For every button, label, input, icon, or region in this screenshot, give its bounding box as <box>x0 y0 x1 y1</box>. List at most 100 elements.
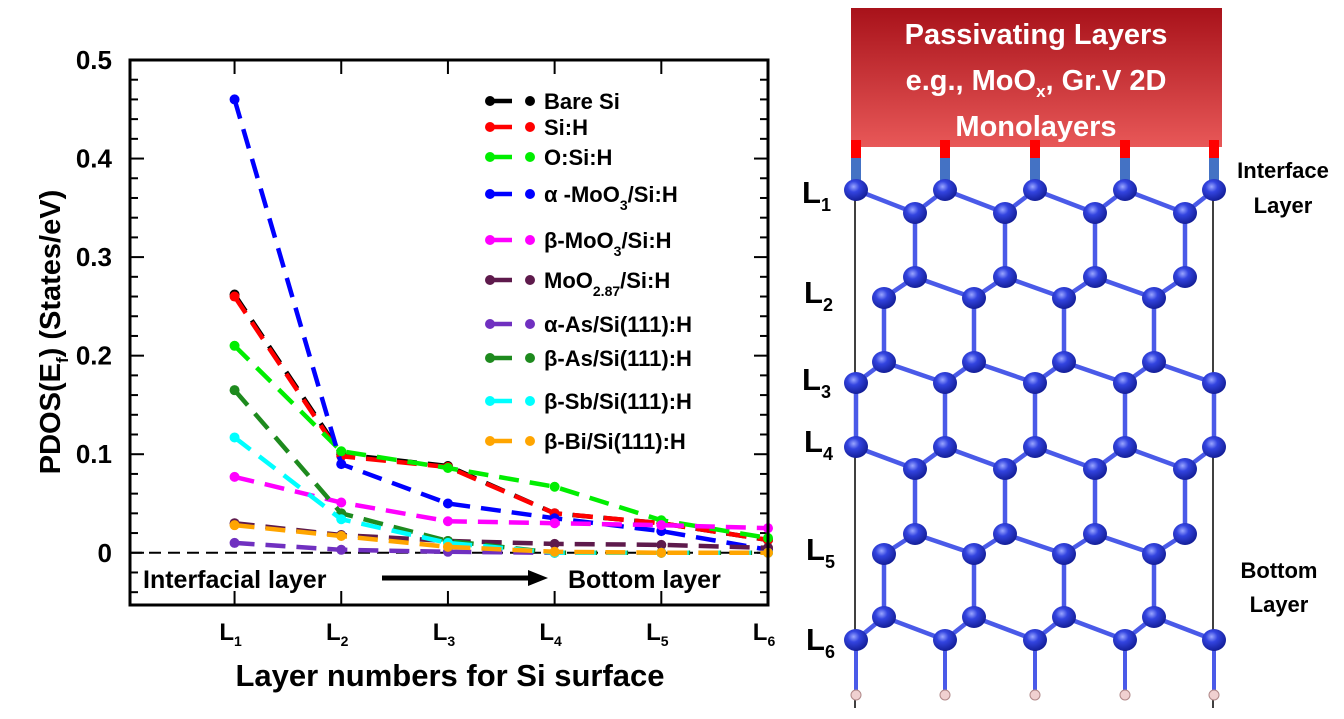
si-atom <box>1083 523 1107 545</box>
series-line <box>232 98 769 553</box>
y-tick-label: 0 <box>98 538 112 568</box>
layer-label: L5 <box>806 532 835 572</box>
passivating-banner <box>851 8 1222 147</box>
data-point <box>549 538 560 549</box>
legend-marker <box>485 96 495 106</box>
hydrogen-atom <box>939 689 951 701</box>
legend-marker <box>485 152 495 162</box>
si-atom <box>1052 543 1076 565</box>
y-tick-label: 0.4 <box>76 144 113 174</box>
legend-label: α-As/Si(111):H <box>544 312 692 337</box>
x-tick-label: L3 <box>433 619 456 649</box>
si-atom <box>1083 458 1107 480</box>
si-atom <box>1052 351 1076 373</box>
si-atom <box>1023 629 1047 651</box>
data-point <box>442 516 453 527</box>
legend-marker <box>485 275 495 285</box>
si-atom <box>962 543 986 565</box>
series-9 <box>229 520 773 558</box>
legend-label: β-As/Si(111):H <box>544 346 692 371</box>
x-tick-label: L2 <box>326 619 349 649</box>
x-tick-label: L4 <box>539 619 562 649</box>
legend-item: O:Si:H <box>485 145 612 170</box>
si-atom <box>1202 179 1226 201</box>
data-point <box>549 546 560 557</box>
silicon-lattice <box>844 140 1226 708</box>
data-point <box>336 459 347 470</box>
legend-marker <box>525 235 535 245</box>
si-atom <box>962 606 986 628</box>
si-atom <box>1113 372 1137 394</box>
legend-item: Si:H <box>485 115 588 140</box>
interface-label: Interface <box>1237 158 1329 183</box>
si-atom <box>1052 606 1076 628</box>
data-point <box>336 531 347 542</box>
si-atom <box>1173 266 1197 288</box>
passivant-cap <box>940 140 950 158</box>
legend-label: O:Si:H <box>544 145 612 170</box>
si-atom <box>903 523 927 545</box>
si-atom <box>844 629 868 651</box>
si-atom <box>1083 202 1107 224</box>
legend-item: α-As/Si(111):H <box>485 312 692 337</box>
si-atom <box>1173 523 1197 545</box>
si-atom <box>1142 606 1166 628</box>
x-tick-label: L5 <box>646 619 669 649</box>
series-line <box>234 520 769 551</box>
legend-marker <box>525 436 535 446</box>
si-atom <box>933 372 957 394</box>
si-atom <box>1113 436 1137 458</box>
data-point <box>229 94 240 105</box>
annotation-bottom: Bottom layer <box>568 566 721 594</box>
legend-label: Si:H <box>544 115 588 140</box>
data-point <box>656 547 667 558</box>
layer-label: L4 <box>804 424 833 464</box>
si-atom <box>1052 287 1076 309</box>
legend-marker <box>485 189 495 199</box>
data-point <box>229 291 240 302</box>
data-point <box>229 471 240 482</box>
si-atom <box>872 351 896 373</box>
si-atom <box>962 351 986 373</box>
si-atom <box>844 179 868 201</box>
passivant-cap <box>851 140 861 158</box>
hydrogen-atom <box>1208 689 1220 701</box>
legend-label: β-MoO3/Si:H <box>544 228 672 259</box>
legend-marker <box>525 353 535 363</box>
si-atom <box>903 266 927 288</box>
layer-label: L6 <box>806 622 835 662</box>
legend-item: α -MoO3/Si:H <box>485 182 678 213</box>
banner-line-2: e.g., MoOx, Gr.V 2D <box>906 65 1167 101</box>
si-atom <box>1113 629 1137 651</box>
legend-marker <box>525 396 535 406</box>
legend-marker <box>485 436 495 446</box>
legend-marker <box>485 319 495 329</box>
legend-marker <box>525 152 535 162</box>
legend-marker <box>525 96 535 106</box>
hydrogen-atom <box>1029 689 1041 701</box>
bottom-label: Bottom <box>1241 558 1318 583</box>
si-atom <box>993 458 1017 480</box>
si-atom <box>844 436 868 458</box>
series-4 <box>229 471 773 534</box>
interface-bond <box>1209 158 1219 182</box>
legend-marker <box>525 275 535 285</box>
data-point <box>336 514 347 525</box>
interface-bond <box>1120 158 1130 182</box>
series-line <box>234 522 768 556</box>
data-point <box>442 498 453 509</box>
plot-frame <box>128 58 770 607</box>
layer-label: L1 <box>802 175 831 215</box>
si-atom <box>933 629 957 651</box>
legend-label: β-Sb/Si(111):H <box>544 389 692 414</box>
data-point <box>336 446 347 457</box>
si-atom <box>1142 351 1166 373</box>
hydrogen-atom <box>1119 689 1131 701</box>
series-8 <box>229 432 773 558</box>
si-atom <box>1023 372 1047 394</box>
si-atom <box>1142 287 1166 309</box>
passivant-cap <box>1120 140 1130 158</box>
legend-marker <box>525 122 535 132</box>
layer-label: L2 <box>804 275 833 315</box>
